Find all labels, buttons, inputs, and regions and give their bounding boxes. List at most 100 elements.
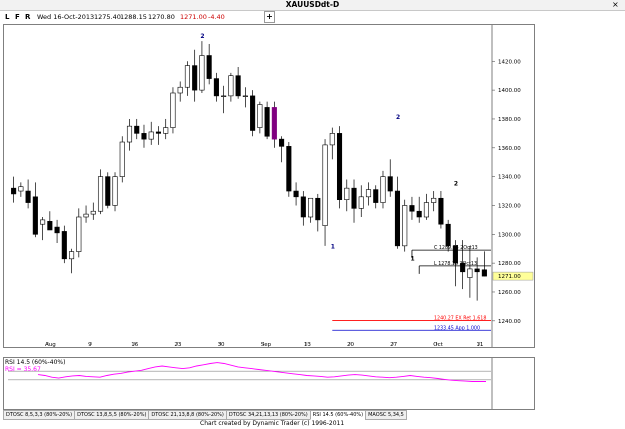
y-tick-label: 1280.00: [498, 261, 521, 267]
candle-body: [329, 133, 335, 146]
y-tick-label: 1360.00: [498, 146, 521, 152]
candle-body: [83, 213, 89, 218]
candle-body: [452, 245, 458, 264]
wave-label: 1: [410, 255, 414, 262]
chart-credit: Chart created by Dynamic Trader (c) 1996…: [200, 420, 345, 427]
wave-label: 1: [331, 244, 335, 251]
x-tick-label: 27: [390, 342, 397, 348]
right-button[interactable]: R: [25, 13, 31, 21]
indicator-tab[interactable]: RSI 14.5 (60%-40%): [309, 410, 367, 420]
indicator-tab[interactable]: MAOSC 5,34,5: [365, 410, 407, 420]
x-tick-label: 20: [347, 342, 354, 348]
candle-body: [170, 92, 176, 128]
candle-body: [199, 55, 205, 91]
y-tick-label: 1420.00: [498, 59, 521, 65]
wave-label: 1: [63, 254, 67, 261]
candle-body: [423, 202, 429, 218]
candle-body: [380, 176, 386, 203]
candle-body: [293, 190, 299, 198]
candle-body: [351, 187, 357, 209]
indicator-tab[interactable]: DTOSC 21,13,8,8 (80%-20%): [148, 410, 227, 420]
bar-open: 1275.40: [94, 13, 121, 21]
candle-body: [206, 55, 212, 79]
left-button[interactable]: L: [5, 13, 10, 21]
candle-body: [69, 251, 75, 260]
title-bar: XAUUSDdt-D ×: [0, 0, 625, 11]
candle-body: [300, 196, 306, 218]
candle-body: [322, 144, 328, 226]
fast-button[interactable]: F: [15, 13, 20, 21]
candle-body: [308, 197, 314, 218]
candle-body: [155, 131, 162, 134]
rsi-value: RSI = 35.67: [5, 366, 41, 373]
candle-body: [112, 176, 118, 206]
projection-label: 1240.27 EX Ret 1.618: [434, 315, 486, 321]
indicator-tab[interactable]: DTOSC 13,8,5,5 (80%-20%): [74, 410, 150, 420]
candle-body: [235, 75, 241, 97]
candle-body: [148, 131, 154, 140]
bar-close: 1271.00: [180, 13, 207, 21]
indicator-tabs: DTOSC 8,5,3,3 (80%-20%) DTOSC 13,8,5,5 (8…: [3, 410, 407, 420]
candle-body: [481, 269, 487, 277]
candle-body: [315, 197, 321, 221]
wave-label: 2: [454, 180, 458, 187]
wave-label: 2: [396, 114, 400, 121]
candle-body: [445, 223, 451, 247]
candle-body: [257, 104, 263, 128]
candle-body: [134, 125, 140, 134]
y-tick-label: 1240.00: [498, 319, 521, 325]
y-tick-label: 1380.00: [498, 117, 521, 123]
x-tick-label: Oct: [433, 342, 443, 348]
candle-body: [409, 205, 415, 212]
candle-body: [18, 186, 24, 192]
x-tick-label: 23: [174, 342, 181, 348]
candle-body: [90, 210, 96, 215]
x-tick-label: 30: [218, 342, 225, 348]
candle-body: [271, 107, 277, 140]
candle-body: [279, 138, 285, 147]
x-tick-label: 16: [131, 342, 138, 348]
candle-body: [365, 189, 372, 198]
bar-change: -4.40: [208, 13, 225, 21]
candle-body: [11, 187, 17, 195]
add-indicator-button[interactable]: +: [264, 11, 275, 23]
candle-body: [358, 196, 364, 209]
candle-body: [25, 190, 31, 203]
candle-body: [177, 86, 183, 94]
candle-body: [32, 196, 38, 235]
x-tick-label: Aug: [45, 342, 56, 348]
candle-body: [250, 95, 256, 131]
candle-body: [192, 65, 198, 91]
candle-body: [431, 197, 437, 203]
x-tick-label: Sep: [261, 342, 272, 348]
y-tick-label: 1300.00: [498, 232, 521, 238]
rsi-chart[interactable]: [3, 357, 535, 410]
y-tick-label: 1260.00: [498, 290, 521, 296]
candle-body: [54, 226, 60, 234]
indicator-tab[interactable]: DTOSC 34,21,13,13 (80%-20%): [225, 410, 311, 420]
y-tick-label: 1340.00: [498, 175, 521, 181]
candle-body: [242, 95, 248, 97]
candle-body: [467, 268, 473, 278]
candle-body: [213, 78, 219, 97]
wave-label: 2: [200, 33, 204, 40]
x-tick-label: 13: [304, 342, 311, 348]
rsi-line: [37, 362, 486, 382]
window-title: XAUUSDdt-D: [285, 0, 340, 9]
price-chart[interactable]: 1240.00 1260.00 1280.00 1300.00 1320.00 1340.…: [3, 24, 535, 348]
indicator-tab[interactable]: DTOSC 8,5,3,3 (80%-20%): [3, 410, 76, 420]
x-tick-label: 9: [88, 342, 92, 348]
candle-body: [460, 262, 466, 273]
candle-body: [76, 216, 82, 252]
close-icon[interactable]: ×: [612, 0, 619, 9]
projection-label: 1233.45 App 1.000: [434, 325, 480, 331]
candle-body: [474, 268, 480, 273]
candle-body: [221, 95, 227, 97]
candle-body: [416, 210, 422, 218]
candle-body: [228, 75, 234, 97]
candle-body: [163, 127, 169, 134]
y-tick-label: 1320.00: [498, 203, 521, 209]
candle-body: [336, 133, 343, 200]
y-tick-label: 1400.00: [498, 88, 521, 94]
candle-body: [344, 187, 350, 200]
